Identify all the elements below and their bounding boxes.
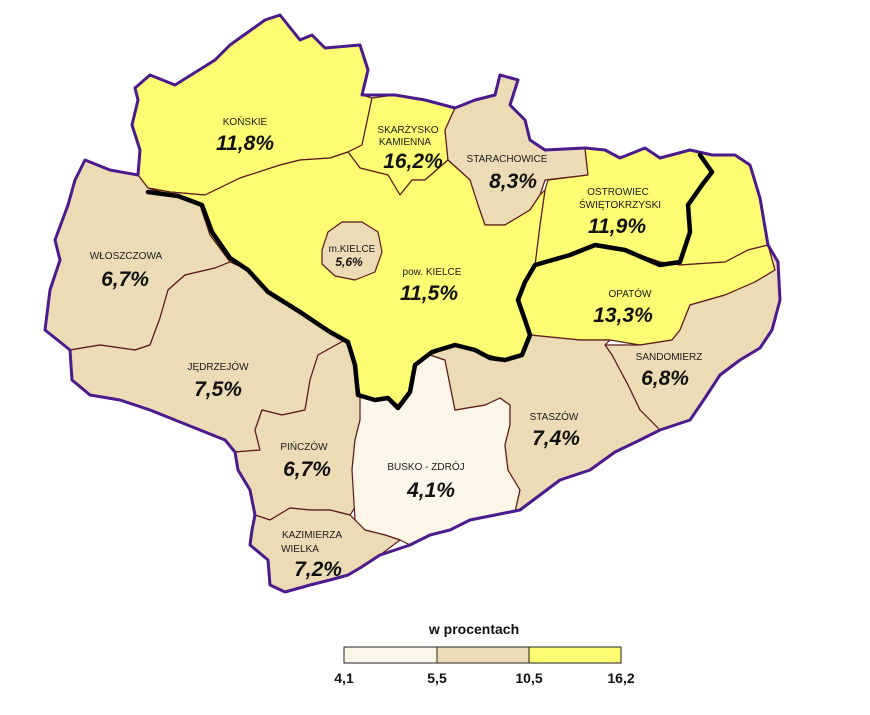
district-value-konskie: 11,8%	[216, 132, 274, 155]
district-name-skarzysko-2: KAMIENNA	[379, 137, 432, 148]
district-name-staszow: STASZÓW	[530, 410, 579, 423]
district-name-busko: BUSKO - ZDRÓJ	[387, 460, 464, 473]
district-name-pinczow: PIŃCZÓW	[280, 440, 328, 453]
district-value-ostrowiec: 11,9%	[588, 215, 646, 238]
district-value-starachowice: 8,3%	[489, 170, 537, 193]
district-name-opatow: OPATÓW	[609, 287, 653, 300]
legend-tick-3: 16,2	[607, 670, 634, 686]
district-value-opatow: 13,3%	[593, 304, 653, 327]
legend-tick-0: 4,1	[334, 670, 354, 686]
legend-tick-1: 5,5	[427, 670, 447, 686]
district-value-staszow: 7,4%	[532, 427, 580, 450]
district-value-wloszczowa: 6,7%	[101, 268, 149, 291]
thick-boundary-line	[145, 152, 715, 411]
district-shape-kielce-city[interactable]	[321, 221, 383, 281]
district-name-ostrowiec-1: OSTROWIEC	[587, 187, 649, 198]
district-value-jedrzejow: 7,5%	[194, 378, 242, 401]
district-labels: KOŃSKIE 11,8% SKARŻYSKO KAMIENNA 16,2% S…	[90, 115, 703, 581]
district-name-wloszczowa: WŁOSZCZOWA	[90, 251, 163, 262]
legend-swatch-high	[528, 646, 622, 664]
district-shapes	[44, 14, 781, 593]
district-name-kazimierza-1: KAZIMIERZA	[282, 530, 342, 541]
district-name-kielce-city: m.KIELCE	[329, 244, 376, 255]
district-name-ostrowiec-2: ŚWIĘTOKRZYSKI	[579, 198, 661, 211]
legend-swatch-low	[343, 646, 438, 664]
voivodeship-outer-border	[43, 13, 782, 594]
district-value-kielce-city: 5,6%	[335, 255, 363, 269]
legend-title: w procentach	[428, 621, 519, 637]
district-name-skarzysko-1: SKARŻYSKO	[377, 123, 438, 136]
legend: w procentach 4,1 5,5 10,5 16,2	[334, 621, 635, 686]
district-value-kielce-pow: 11,5%	[400, 282, 458, 305]
district-name-starachowice: STARACHOWICE	[467, 154, 548, 165]
district-name-kielce-pow: pow. KIELCE	[403, 267, 462, 278]
district-name-konskie: KOŃSKIE	[223, 115, 268, 128]
district-value-kazimierza: 7,2%	[294, 558, 342, 581]
district-value-pinczow: 6,7%	[283, 458, 331, 481]
legend-swatch-mid	[436, 646, 530, 664]
legend-tick-2: 10,5	[515, 670, 542, 686]
district-value-busko: 4,1%	[406, 479, 455, 502]
district-value-sandomierz: 6,8%	[641, 367, 689, 390]
district-name-kazimierza-2: WIELKA	[281, 544, 319, 555]
district-name-sandomierz: SANDOMIERZ	[636, 352, 703, 363]
district-value-skarzysko: 16,2%	[383, 150, 443, 173]
district-name-jedrzejow: JĘDRZEJÓW	[187, 360, 249, 373]
